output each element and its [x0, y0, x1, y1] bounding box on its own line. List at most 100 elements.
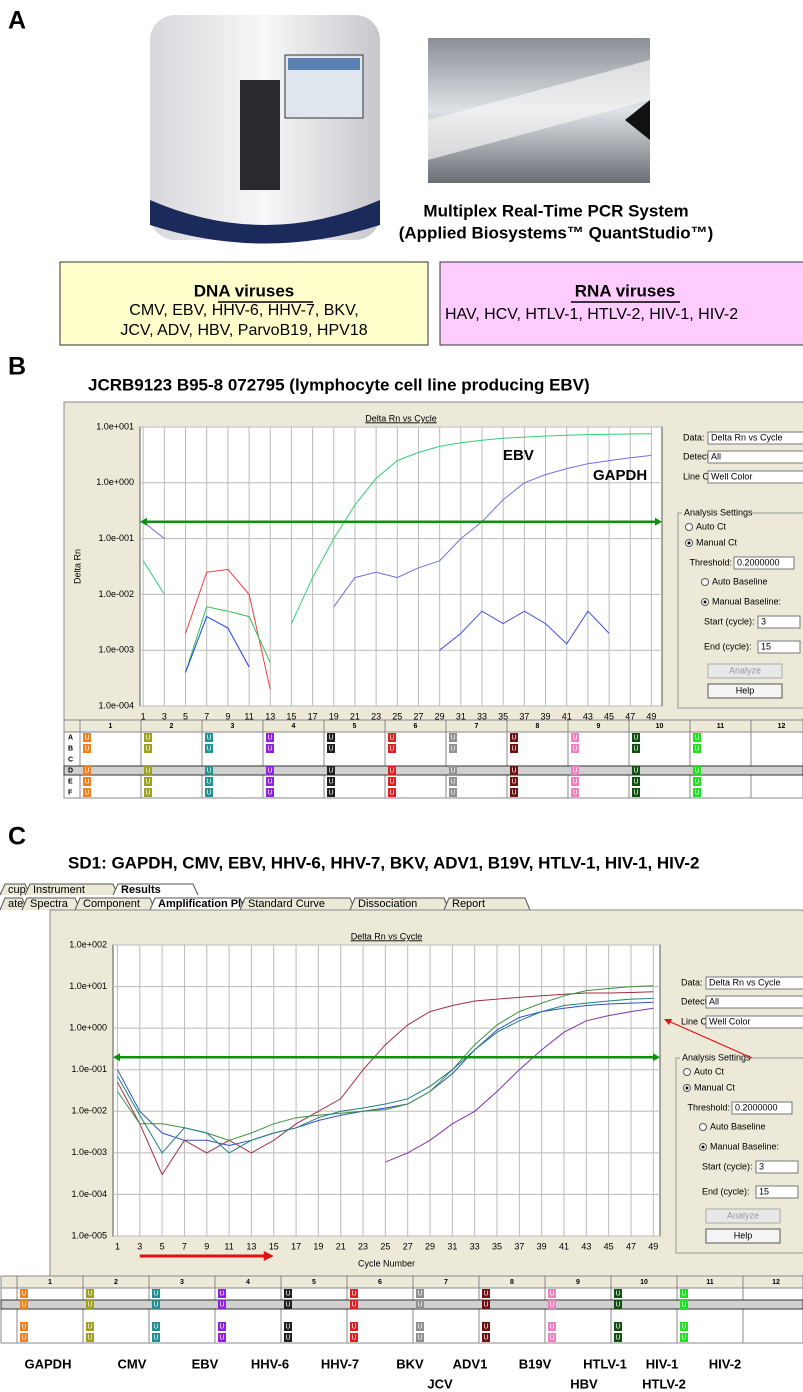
well[interactable] [510, 788, 518, 797]
well[interactable] [680, 1333, 688, 1342]
well[interactable] [680, 1300, 688, 1309]
well[interactable] [266, 766, 274, 775]
well[interactable] [614, 1333, 622, 1342]
well[interactable] [284, 1300, 292, 1309]
well[interactable] [614, 1289, 622, 1298]
well[interactable] [510, 766, 518, 775]
well[interactable] [350, 1300, 358, 1309]
well[interactable] [693, 766, 701, 775]
well[interactable] [571, 788, 579, 797]
well[interactable] [218, 1333, 226, 1342]
well[interactable] [416, 1322, 424, 1331]
well[interactable] [327, 744, 335, 753]
well[interactable] [152, 1333, 160, 1342]
well[interactable] [218, 1322, 226, 1331]
well[interactable] [693, 777, 701, 786]
radio[interactable] [699, 1123, 707, 1131]
well[interactable] [449, 777, 457, 786]
well[interactable] [388, 777, 396, 786]
well[interactable] [327, 777, 335, 786]
button[interactable] [707, 683, 783, 699]
well[interactable] [548, 1333, 556, 1342]
well[interactable] [144, 788, 152, 797]
well[interactable] [510, 733, 518, 742]
dropdown[interactable] [705, 995, 803, 1009]
well[interactable] [510, 744, 518, 753]
well[interactable] [632, 733, 640, 742]
well[interactable] [144, 733, 152, 742]
well[interactable] [20, 1333, 28, 1342]
well[interactable] [632, 744, 640, 753]
well[interactable] [632, 777, 640, 786]
well[interactable] [20, 1322, 28, 1331]
well[interactable] [266, 788, 274, 797]
well[interactable] [284, 1289, 292, 1298]
input[interactable] [731, 1101, 793, 1115]
dropdown[interactable] [705, 976, 803, 990]
well[interactable] [86, 1322, 94, 1331]
well[interactable] [144, 766, 152, 775]
well[interactable] [83, 788, 91, 797]
well[interactable] [152, 1289, 160, 1298]
well[interactable] [218, 1300, 226, 1309]
well[interactable] [693, 733, 701, 742]
radio[interactable] [685, 523, 693, 531]
well[interactable] [266, 777, 274, 786]
well[interactable] [388, 744, 396, 753]
well[interactable] [614, 1300, 622, 1309]
well[interactable] [449, 733, 457, 742]
well[interactable] [548, 1322, 556, 1331]
well[interactable] [152, 1322, 160, 1331]
dropdown[interactable] [707, 431, 803, 445]
well[interactable] [571, 744, 579, 753]
well[interactable] [632, 788, 640, 797]
input[interactable] [757, 615, 801, 629]
well[interactable] [350, 1322, 358, 1331]
button[interactable] [705, 1208, 781, 1224]
well[interactable] [571, 777, 579, 786]
well[interactable] [449, 788, 457, 797]
well[interactable] [693, 744, 701, 753]
well[interactable] [83, 766, 91, 775]
input[interactable] [733, 556, 795, 570]
well[interactable] [350, 1333, 358, 1342]
well[interactable] [144, 744, 152, 753]
well[interactable] [86, 1300, 94, 1309]
well[interactable] [388, 788, 396, 797]
well[interactable] [86, 1289, 94, 1298]
well[interactable] [327, 788, 335, 797]
input[interactable] [757, 640, 801, 654]
well[interactable] [205, 788, 213, 797]
well[interactable] [152, 1300, 160, 1309]
well[interactable] [548, 1289, 556, 1298]
well[interactable] [83, 777, 91, 786]
well[interactable] [571, 766, 579, 775]
radio[interactable] [683, 1068, 691, 1076]
well[interactable] [20, 1300, 28, 1309]
well[interactable] [416, 1333, 424, 1342]
well[interactable] [266, 744, 274, 753]
well[interactable] [482, 1333, 490, 1342]
input[interactable] [755, 1185, 799, 1199]
tab[interactable] [443, 897, 531, 911]
well[interactable] [327, 766, 335, 775]
dropdown[interactable] [707, 470, 803, 484]
input[interactable] [755, 1160, 799, 1174]
well[interactable] [327, 733, 335, 742]
well[interactable] [482, 1322, 490, 1331]
well[interactable] [284, 1333, 292, 1342]
well[interactable] [266, 733, 274, 742]
well[interactable] [144, 777, 152, 786]
well[interactable] [284, 1322, 292, 1331]
well[interactable] [482, 1289, 490, 1298]
well[interactable] [449, 766, 457, 775]
well[interactable] [218, 1289, 226, 1298]
button[interactable] [707, 663, 783, 679]
well[interactable] [632, 766, 640, 775]
dropdown[interactable] [707, 450, 803, 464]
well[interactable] [83, 744, 91, 753]
well[interactable] [205, 733, 213, 742]
well[interactable] [350, 1289, 358, 1298]
well[interactable] [680, 1322, 688, 1331]
well[interactable] [388, 733, 396, 742]
